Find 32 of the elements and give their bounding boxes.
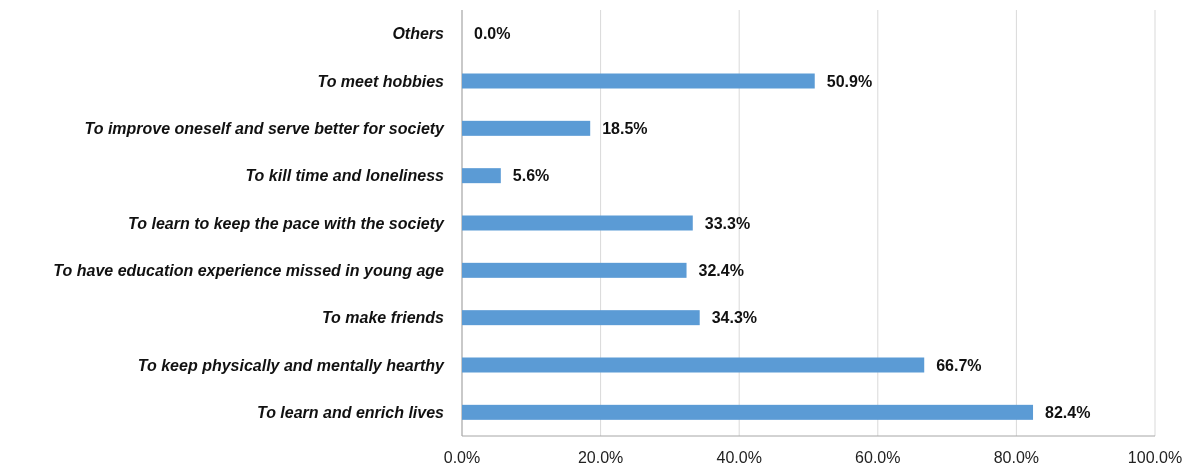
y-tick-label: To meet hobbies bbox=[317, 72, 445, 90]
data-label: 33.3% bbox=[704, 214, 751, 232]
x-tick-label: 100.0% bbox=[1127, 449, 1183, 466]
y-tick-label: To improve oneself and serve better for society bbox=[84, 119, 446, 137]
data-label: 50.9% bbox=[826, 72, 873, 90]
y-tick-label: To make friends bbox=[321, 309, 445, 327]
data-label: 18.5% bbox=[602, 119, 648, 137]
bar bbox=[462, 73, 815, 89]
x-tick-label: 60.0% bbox=[855, 449, 901, 466]
x-tick-label: 80.0% bbox=[993, 449, 1040, 466]
data-label: 5.6% bbox=[512, 167, 550, 185]
bar bbox=[462, 120, 591, 136]
bar bbox=[462, 357, 925, 373]
x-tick-label: 40.0% bbox=[716, 449, 762, 466]
y-tick-label: Others bbox=[392, 25, 445, 43]
y-tick-label: To kill time and loneliness bbox=[245, 167, 445, 185]
bar bbox=[462, 215, 693, 231]
y-tick-label: To keep physically and mentally hearthy bbox=[137, 356, 446, 374]
x-tick-label: 20.0% bbox=[577, 449, 624, 466]
data-label: 34.3% bbox=[711, 309, 758, 327]
data-label: 0.0% bbox=[474, 25, 511, 43]
y-tick-label: To learn to keep the pace with the society bbox=[128, 214, 446, 232]
bar bbox=[462, 310, 700, 326]
y-tick-label: To have education experience missed in young age bbox=[53, 261, 445, 279]
data-label: 82.4% bbox=[1045, 403, 1091, 421]
y-tick-label: To learn and enrich lives bbox=[256, 403, 445, 421]
bar bbox=[462, 168, 501, 184]
data-label: 66.7% bbox=[936, 356, 982, 374]
data-label: 32.4% bbox=[698, 261, 744, 279]
bar bbox=[462, 262, 687, 278]
bar bbox=[462, 404, 1034, 420]
x-tick-label: 0.0% bbox=[443, 449, 481, 466]
